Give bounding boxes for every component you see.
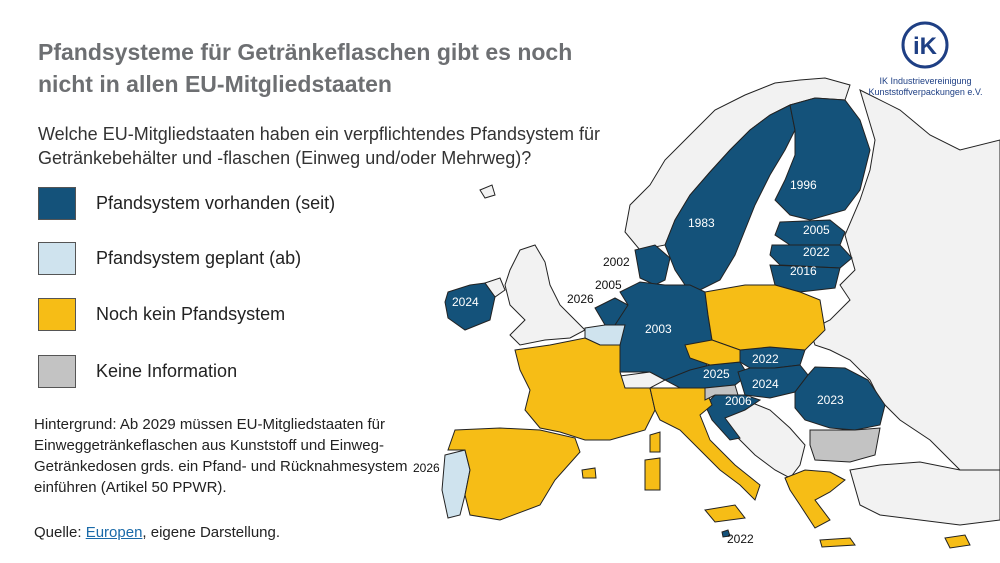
- ik-logo: iK IK Industrievereinigung Kunststoffver…: [858, 18, 993, 98]
- greece: [784, 469, 846, 529]
- corsica: [649, 431, 661, 453]
- slovenia: [704, 384, 739, 401]
- mallorca: [581, 467, 597, 479]
- countries-no-system: [447, 284, 971, 549]
- logo-text-line1: IK Industrievereinigung: [879, 76, 972, 86]
- label-latvia: 2022: [803, 245, 830, 259]
- legend-swatch-noinfo: [38, 355, 76, 388]
- legend-label-deposit: Pfandsystem vorhanden (seit): [96, 193, 336, 213]
- label-romania: 2023: [817, 393, 844, 407]
- legend-swatch-deposit: [38, 187, 76, 220]
- croatia: [704, 394, 762, 441]
- crete: [819, 537, 856, 548]
- label-estonia: 2005: [803, 223, 830, 237]
- ireland: [444, 282, 496, 331]
- turkey: [849, 461, 1000, 526]
- logo-text-line2: Kunststoffverpackungen e.V.: [868, 87, 983, 97]
- source-line: Quelle: Europen, eigene Darstellung.: [34, 524, 280, 541]
- romania: [794, 366, 886, 431]
- legend-label-noinfo: Keine Information: [96, 361, 238, 381]
- lithuania: [769, 264, 841, 293]
- page-title: Pfandsysteme für Getränkeflaschen gibt e…: [38, 39, 573, 97]
- countries-deposit-system: [444, 97, 886, 538]
- year-labels: 1996 1983 2005 2022 2016 2002 2005 2026 …: [413, 178, 844, 546]
- legend-label-none: Noch kein Pfandsystem: [96, 304, 286, 324]
- source-suffix: , eigene Darstellung.: [142, 524, 281, 541]
- label-slovakia: 2022: [752, 352, 779, 366]
- poland: [704, 284, 826, 351]
- france: [514, 337, 656, 441]
- label-croatia: 2006: [725, 394, 752, 408]
- russia-belarus-ukraine: [809, 89, 1000, 481]
- label-malta: 2022: [727, 532, 754, 546]
- background-note: Hintergrund: Ab 2029 müssen EU-Mitglieds…: [34, 416, 408, 496]
- denmark: [634, 244, 671, 286]
- label-netherlands: 2005: [595, 278, 622, 292]
- countries-no-info: [704, 384, 881, 463]
- cyprus: [944, 534, 971, 549]
- portugal: [441, 449, 471, 519]
- spain: [447, 427, 581, 521]
- legend-swatch-none: [38, 298, 76, 331]
- label-finland: 1996: [790, 178, 817, 192]
- label-belgium: 2026: [567, 292, 594, 306]
- label-sweden: 1983: [688, 216, 715, 230]
- ik-logo-mark: iK: [901, 21, 949, 69]
- sardinia: [644, 457, 661, 491]
- czechia: [684, 339, 741, 366]
- finland: [774, 97, 871, 221]
- ik-logo-letters: iK: [913, 33, 938, 60]
- bulgaria: [809, 427, 881, 463]
- subtitle: Welche EU-Mitgliedstaaten haben ein verp…: [38, 124, 600, 168]
- united-kingdom: [504, 244, 586, 346]
- source-link[interactable]: Europen: [85, 524, 143, 541]
- label-ireland: 2024: [452, 295, 479, 309]
- label-hungary: 2024: [752, 377, 779, 391]
- source-prefix: Quelle:: [34, 524, 86, 541]
- label-denmark: 2002: [603, 255, 630, 269]
- label-germany: 2003: [645, 322, 672, 336]
- malta: [721, 529, 731, 538]
- sicily: [704, 504, 746, 523]
- countries-planned: [441, 324, 626, 519]
- label-austria: 2025: [703, 367, 730, 381]
- iceland: [479, 184, 496, 199]
- legend-label-planned: Pfandsystem geplant (ab): [96, 248, 302, 268]
- legend-swatch-planned: [38, 242, 76, 275]
- label-portugal: 2026: [413, 461, 440, 475]
- label-lithuania: 2016: [790, 264, 817, 278]
